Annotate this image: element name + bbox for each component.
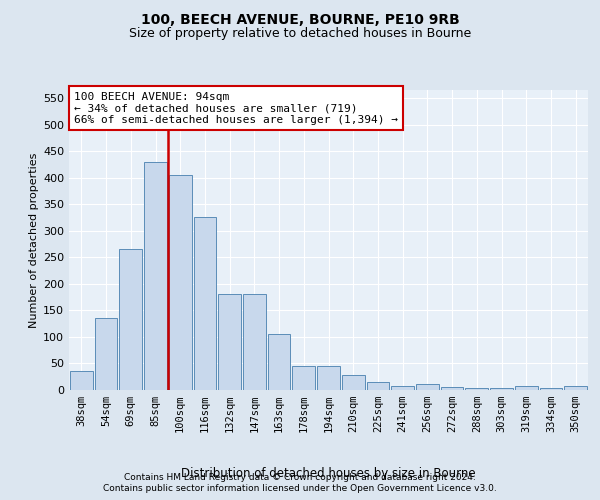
Bar xyxy=(119,250,142,390)
Bar xyxy=(194,218,216,390)
Text: Contains HM Land Registry data © Crown copyright and database right 2024.: Contains HM Land Registry data © Crown c… xyxy=(124,472,476,482)
Bar xyxy=(342,375,365,390)
Y-axis label: Number of detached properties: Number of detached properties xyxy=(29,152,39,328)
Text: 100 BEECH AVENUE: 94sqm
← 34% of detached houses are smaller (719)
66% of semi-d: 100 BEECH AVENUE: 94sqm ← 34% of detache… xyxy=(74,92,398,124)
Bar xyxy=(243,294,266,390)
Text: 100, BEECH AVENUE, BOURNE, PE10 9RB: 100, BEECH AVENUE, BOURNE, PE10 9RB xyxy=(140,12,460,26)
Bar xyxy=(564,386,587,390)
Bar xyxy=(416,384,439,390)
Bar xyxy=(292,366,315,390)
Bar xyxy=(515,386,538,390)
Bar xyxy=(490,388,513,390)
Bar xyxy=(317,366,340,390)
Bar xyxy=(144,162,167,390)
Bar xyxy=(70,372,93,390)
Bar xyxy=(466,388,488,390)
Bar xyxy=(268,334,290,390)
Text: Size of property relative to detached houses in Bourne: Size of property relative to detached ho… xyxy=(129,28,471,40)
Text: Contains public sector information licensed under the Open Government Licence v3: Contains public sector information licen… xyxy=(103,484,497,493)
Bar xyxy=(539,388,562,390)
Bar xyxy=(391,386,414,390)
Bar xyxy=(218,294,241,390)
Bar xyxy=(169,175,191,390)
Bar xyxy=(367,382,389,390)
Bar xyxy=(441,388,463,390)
X-axis label: Distribution of detached houses by size in Bourne: Distribution of detached houses by size … xyxy=(181,467,476,480)
Bar xyxy=(95,318,118,390)
